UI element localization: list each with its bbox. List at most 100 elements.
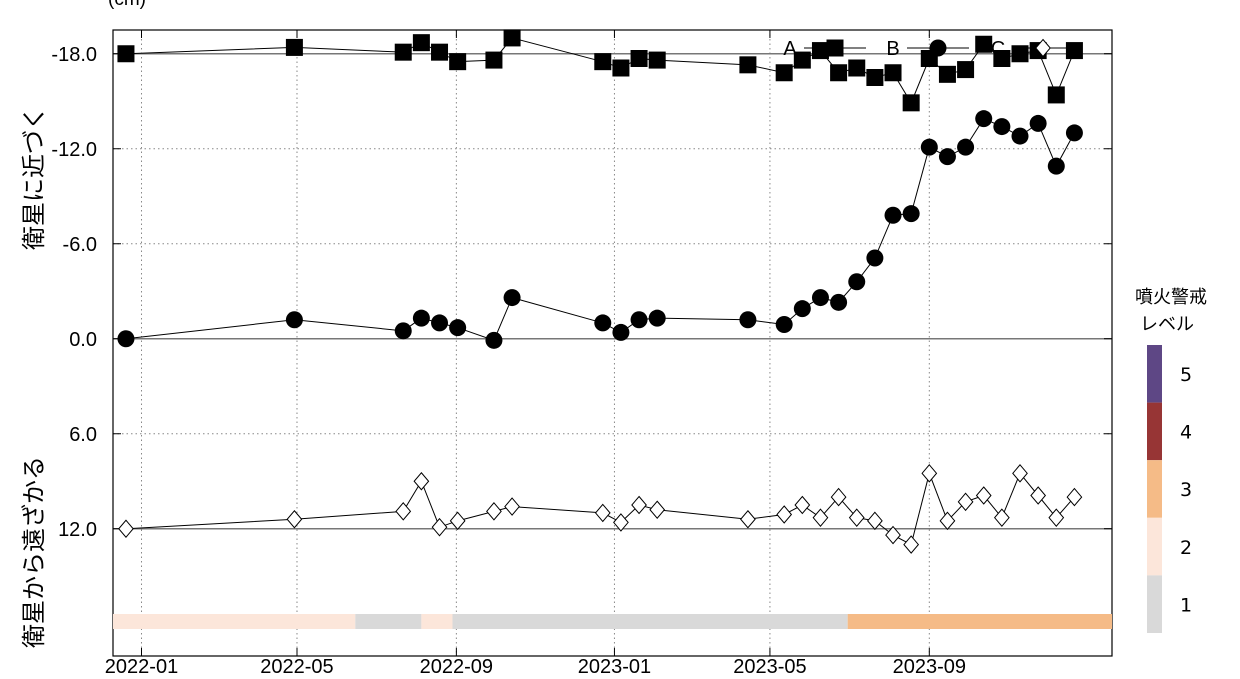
- series-C-point: [613, 513, 629, 532]
- series-A-point: [431, 43, 449, 61]
- series-C-point: [794, 495, 811, 515]
- series-A-point: [449, 53, 467, 71]
- band-segment-level-1: [452, 614, 848, 629]
- series-A: [117, 29, 1083, 112]
- series-C-point: [993, 508, 1010, 527]
- y-tick-label: 12.0: [58, 519, 97, 541]
- series-C-point: [594, 503, 611, 523]
- series-C-point: [957, 492, 974, 512]
- alert-swatch-level-4: [1147, 402, 1162, 461]
- alert-level-label-2: 2: [1180, 537, 1192, 559]
- series-A-point: [1047, 86, 1065, 104]
- series-C-point: [631, 495, 647, 515]
- series-B-point: [793, 300, 811, 318]
- series-B-point: [866, 249, 884, 267]
- series-C-point: [776, 505, 793, 524]
- series-B-point: [1011, 127, 1029, 145]
- series-B-point: [285, 311, 303, 329]
- band-segment-level-3: [847, 614, 1112, 629]
- alert-legend-swatches: 5 4 3 2 1: [1147, 345, 1192, 633]
- series-A-point: [975, 35, 993, 53]
- legend-marker-A: [826, 39, 844, 57]
- y-tick-label: 6.0: [69, 424, 97, 446]
- series-C-point: [449, 511, 466, 531]
- reference-lines: [113, 52, 1112, 530]
- series-A-point: [594, 53, 612, 71]
- series-C-point: [486, 502, 502, 521]
- series-layer: [117, 29, 1083, 554]
- series-C-point: [286, 509, 303, 529]
- alert-swatch-level-2: [1147, 517, 1162, 576]
- series-B-point: [775, 316, 793, 333]
- series-C-point: [1048, 508, 1065, 527]
- series-C-point: [867, 511, 883, 531]
- y-tick-label: -18.0: [51, 44, 97, 66]
- series-C-point: [812, 508, 829, 527]
- series-B-point: [431, 314, 449, 332]
- x-tick-labels: 2022-01 2022-05 2022-09 2023-01 2023-05 2023-…: [105, 656, 966, 678]
- series-A-point: [902, 94, 920, 112]
- series-A-point: [117, 45, 135, 63]
- series-A-point: [775, 64, 793, 82]
- series-B-point: [739, 311, 757, 329]
- series-B-point: [503, 289, 521, 307]
- series-B-point: [957, 138, 975, 156]
- series-B-point: [1065, 124, 1083, 142]
- series-B-point: [394, 322, 412, 340]
- alert-swatch-level-5: [1147, 345, 1162, 403]
- series-B-point: [975, 110, 993, 128]
- series-C: [118, 464, 1083, 554]
- alert-legend-title-1: 噴火警戒: [1135, 287, 1207, 308]
- y-tick-labels: -18.0 -12.0 -6.0 0.0 6.0 12.0: [51, 44, 97, 541]
- series-A-point: [394, 43, 412, 61]
- series-B-point: [630, 311, 648, 329]
- series-C-point: [649, 500, 666, 520]
- alert-level-label-5: 5: [1180, 364, 1192, 386]
- series-A-point: [830, 64, 848, 82]
- unit-label: (cm): [108, 0, 146, 10]
- series-A-point: [648, 51, 666, 69]
- series-A-point: [285, 38, 303, 56]
- legend-label-B: B: [886, 38, 899, 60]
- series-A-point: [1011, 45, 1029, 63]
- series-A-point: [739, 56, 757, 74]
- legend: A B C: [783, 38, 1074, 60]
- y-tick-label: -12.0: [51, 139, 97, 161]
- alert-level-label-4: 4: [1180, 422, 1192, 444]
- alert-swatch-level-3: [1147, 460, 1162, 518]
- legend-marker-B: [929, 39, 947, 57]
- x-tick-label: 2023-05: [733, 656, 806, 678]
- series-C-point: [848, 508, 865, 527]
- series-A-point: [866, 69, 884, 86]
- series-A-point: [485, 51, 503, 69]
- series-A-point: [811, 42, 829, 60]
- series-A-point: [503, 29, 521, 47]
- y-tick-label: 0.0: [69, 329, 97, 351]
- series-B-point: [449, 319, 467, 337]
- grid: [113, 30, 1112, 656]
- x-tick-label: 2023-09: [893, 656, 966, 678]
- legend-label-C: C: [991, 38, 1005, 60]
- band-segment-level-2: [421, 614, 453, 629]
- series-B-point: [485, 331, 503, 349]
- y-tick-label: -6.0: [63, 234, 97, 256]
- legend-marker-C: [1035, 38, 1051, 58]
- x-tick-label: 2022-01: [105, 656, 178, 678]
- series-C-point: [395, 502, 412, 521]
- series-C-point: [921, 464, 938, 483]
- y-label-top: 衛星に近づく: [20, 106, 48, 250]
- series-C-point: [903, 535, 920, 554]
- series-C-point: [1030, 486, 1047, 505]
- series-B-point: [1047, 157, 1065, 175]
- series-A-point: [884, 64, 902, 82]
- series-B-point: [993, 118, 1011, 136]
- series-C-point: [118, 519, 134, 539]
- series-C-point: [504, 497, 520, 516]
- series-C-point: [1066, 487, 1083, 507]
- band-segment-level-1: [355, 614, 422, 629]
- series-B-point: [920, 138, 938, 156]
- alert-swatch-level-1: [1147, 575, 1162, 633]
- alert-level-label-3: 3: [1180, 479, 1192, 501]
- series-B-point: [612, 323, 630, 341]
